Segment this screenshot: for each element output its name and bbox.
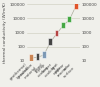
FancyBboxPatch shape (74, 2, 78, 9)
FancyBboxPatch shape (67, 16, 71, 22)
FancyBboxPatch shape (42, 51, 46, 58)
FancyBboxPatch shape (48, 38, 52, 45)
FancyBboxPatch shape (36, 53, 39, 60)
FancyBboxPatch shape (29, 54, 33, 61)
FancyBboxPatch shape (61, 22, 65, 28)
FancyBboxPatch shape (55, 30, 58, 36)
Y-axis label: thermal conductivity (W/m/K): thermal conductivity (W/m/K) (3, 2, 7, 63)
